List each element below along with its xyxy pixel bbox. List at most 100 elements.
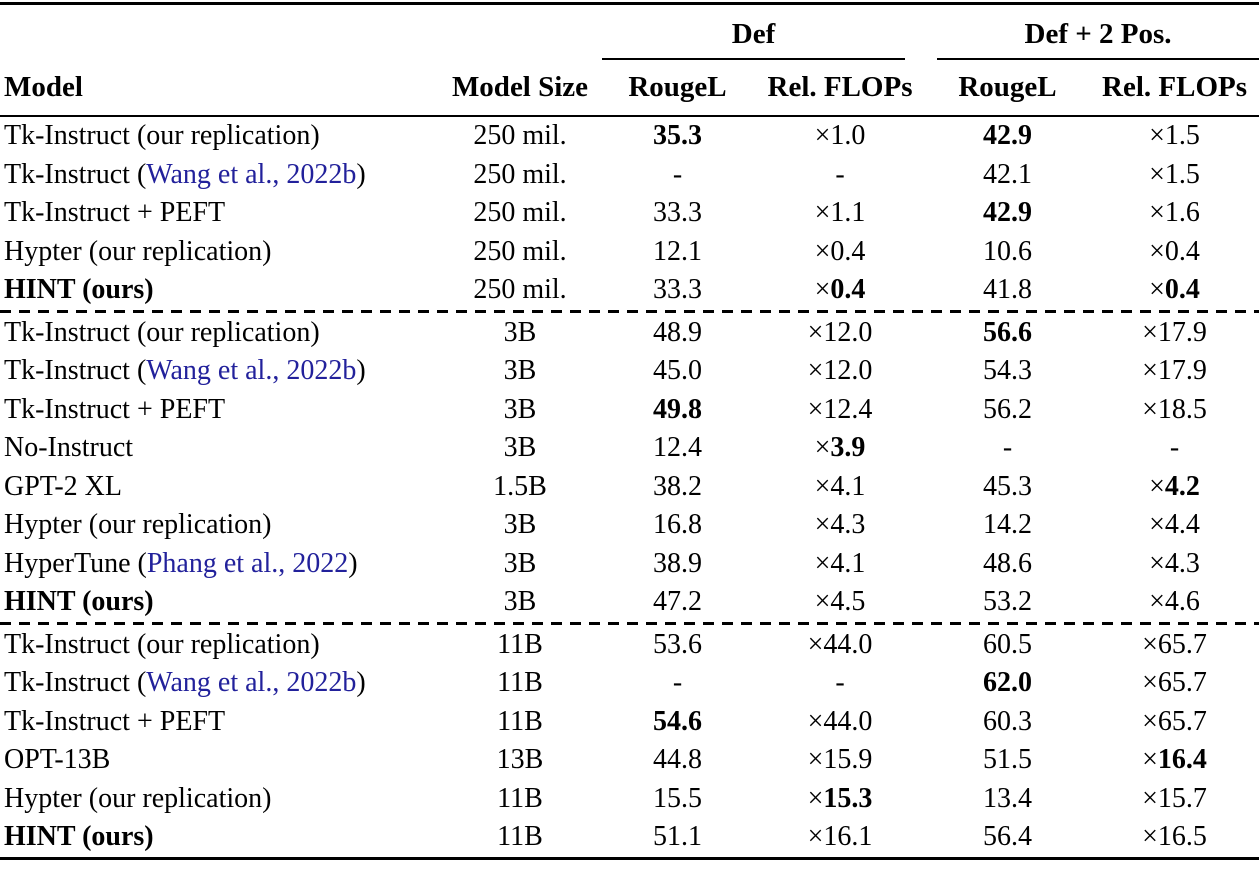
- rougel-cell: 42.1: [925, 156, 1090, 195]
- value-text: 54.3: [983, 355, 1033, 386]
- flops-cell: ×4.1: [755, 468, 925, 507]
- model-cell: Hypter (our replication): [0, 506, 440, 545]
- model-size-cell: 13B: [496, 744, 544, 775]
- citation-link[interactable]: Wang et al., 2022b: [146, 355, 357, 386]
- model-name-text: Tk-Instruct (: [4, 667, 147, 698]
- rougel-cell: 42.9: [925, 194, 1090, 233]
- flops-cell: ×3.9: [755, 429, 925, 468]
- dashed-separator-row: [0, 309, 1259, 314]
- model-name-text: HyperTune (: [4, 547, 147, 579]
- value-text: 42.9: [983, 197, 1033, 228]
- column-header-rougel-pos: RougeL: [925, 60, 1091, 117]
- model-size-cell: 3B: [503, 547, 537, 579]
- model-name-text: Hypter (our replication): [4, 509, 272, 540]
- column-header-model: Model: [0, 60, 440, 117]
- rougel-cell: 10.6: [925, 233, 1090, 272]
- flops-cell: ×12.0: [755, 314, 925, 353]
- times-symbol: ×: [1142, 667, 1158, 698]
- table-row: No-Instruct 3B 12.4 ×3.9 - -: [0, 429, 1259, 468]
- flops-cell: ×0.4: [1090, 233, 1259, 272]
- flops-cell: ×16.4: [1090, 741, 1259, 780]
- value-text: 4.1: [830, 547, 866, 579]
- rougel-cell: 53.2: [925, 583, 1090, 622]
- times-symbol: ×: [814, 432, 831, 463]
- group-header-def2pos-label: Def + 2 Pos.: [1024, 18, 1172, 50]
- value-text: 45.3: [983, 470, 1033, 502]
- flops-cell: ×1.5: [1090, 116, 1259, 156]
- flops-cell: ×4.6: [1090, 583, 1259, 622]
- flops-cell: ×4.5: [755, 583, 925, 622]
- column-header-relflops-pos: Rel. FLOPs: [1090, 60, 1259, 117]
- model-size-cell: 250 mil.: [473, 235, 567, 267]
- group-header-def-cell: Def: [600, 4, 925, 60]
- value-text: 1.6: [1164, 197, 1200, 228]
- value-text: 51.1: [653, 821, 702, 852]
- rougel-cell: 51.1: [600, 818, 755, 858]
- times-symbol: ×: [1149, 509, 1165, 540]
- model-size-cell: 250 mil.: [473, 120, 567, 151]
- model-cell: HINT (ours): [0, 818, 440, 858]
- value-text: 48.9: [653, 316, 702, 348]
- table-row: Hypter (our replication) 250 mil. 12.1 ×0.4…: [0, 233, 1259, 272]
- value-text: 0.4: [830, 235, 866, 267]
- value-text: 15.7: [1157, 782, 1207, 814]
- model-size-cell: 11B: [497, 821, 543, 852]
- flops-cell: ×4.4: [1090, 506, 1259, 545]
- citation-link[interactable]: Wang et al., 2022b: [146, 158, 357, 190]
- table-body: Tk-Instruct (our replication) 250 mil. 35.…: [0, 116, 1259, 858]
- value-text: 4.1: [830, 470, 866, 502]
- model-cell: HINT (ours): [0, 583, 440, 622]
- model-cell: GPT-2 XL: [0, 468, 440, 507]
- table-row: Tk-Instruct + PEFT 3B 49.8 ×12.4 56.2 ×18.5: [0, 391, 1259, 430]
- value-text: 4.3: [1164, 547, 1200, 579]
- model-size-cell: 11B: [497, 782, 543, 814]
- rougel-cell: 41.8: [925, 271, 1090, 310]
- table-row: Tk-Instruct (Wang et al., 2022b) 3B 45.0 ×1…: [0, 352, 1259, 391]
- model-name-text: Tk-Instruct + PEFT: [4, 705, 226, 737]
- value-text: 4.4: [1164, 509, 1200, 540]
- model-name-text: Tk-Instruct + PEFT: [4, 197, 226, 228]
- value-text: -: [672, 667, 683, 698]
- flops-cell: ×0.4: [755, 271, 925, 310]
- table-row: Tk-Instruct (Wang et al., 2022b) 11B - - 62.…: [0, 664, 1259, 703]
- citation-link[interactable]: Phang et al., 2022: [146, 547, 349, 579]
- value-text: 0.4: [1164, 274, 1200, 305]
- rougel-cell: 12.4: [600, 429, 755, 468]
- value-text: 17.9: [1157, 316, 1207, 348]
- value-text: 60.3: [983, 705, 1033, 737]
- value-text: 65.7: [1157, 667, 1207, 698]
- value-text: 13.4: [983, 782, 1033, 814]
- model-cell: Tk-Instruct + PEFT: [0, 703, 440, 742]
- value-text: -: [672, 158, 683, 190]
- flops-cell: ×4.2: [1090, 468, 1259, 507]
- model-name-text: Tk-Instruct (: [4, 158, 147, 190]
- citation-link[interactable]: Wang et al., 2022b: [146, 667, 357, 698]
- value-text: 53.6: [653, 628, 702, 660]
- dashed-line: [0, 621, 1259, 626]
- model-size-cell: 1.5B: [493, 470, 547, 502]
- model-size-cell: 3B: [503, 586, 537, 617]
- model-cell: Tk-Instruct (Wang et al., 2022b): [0, 664, 440, 703]
- model-size-cell: 3B: [503, 393, 537, 425]
- times-symbol: ×: [807, 821, 824, 852]
- times-symbol: ×: [1149, 586, 1165, 617]
- flops-cell: ×0.4: [1090, 271, 1259, 310]
- value-text: 35.3: [653, 120, 702, 151]
- rougel-cell: 45.0: [600, 352, 755, 391]
- times-symbol: ×: [807, 628, 824, 660]
- value-text: -: [1169, 432, 1180, 463]
- value-text: 56.4: [983, 821, 1033, 852]
- flops-cell: ×1.1: [755, 194, 925, 233]
- times-symbol: ×: [1142, 355, 1158, 386]
- column-header-row: Model Model Size RougeL Rel. FLOPs Rouge…: [0, 60, 1259, 117]
- rougel-cell: 49.8: [600, 391, 755, 430]
- model-size-cell: 11B: [497, 628, 543, 660]
- rougel-cell: 56.4: [925, 818, 1090, 858]
- flops-cell: ×1.5: [1090, 156, 1259, 195]
- rougel-cell: 54.3: [925, 352, 1090, 391]
- table-row: HINT (ours) 250 mil. 33.3 ×0.4 41.8 ×0.4: [0, 271, 1259, 310]
- value-text: 12.0: [823, 355, 873, 386]
- model-cell: Tk-Instruct (Wang et al., 2022b): [0, 352, 440, 391]
- times-symbol: ×: [807, 782, 824, 814]
- column-header-model-size: Model Size: [440, 60, 600, 117]
